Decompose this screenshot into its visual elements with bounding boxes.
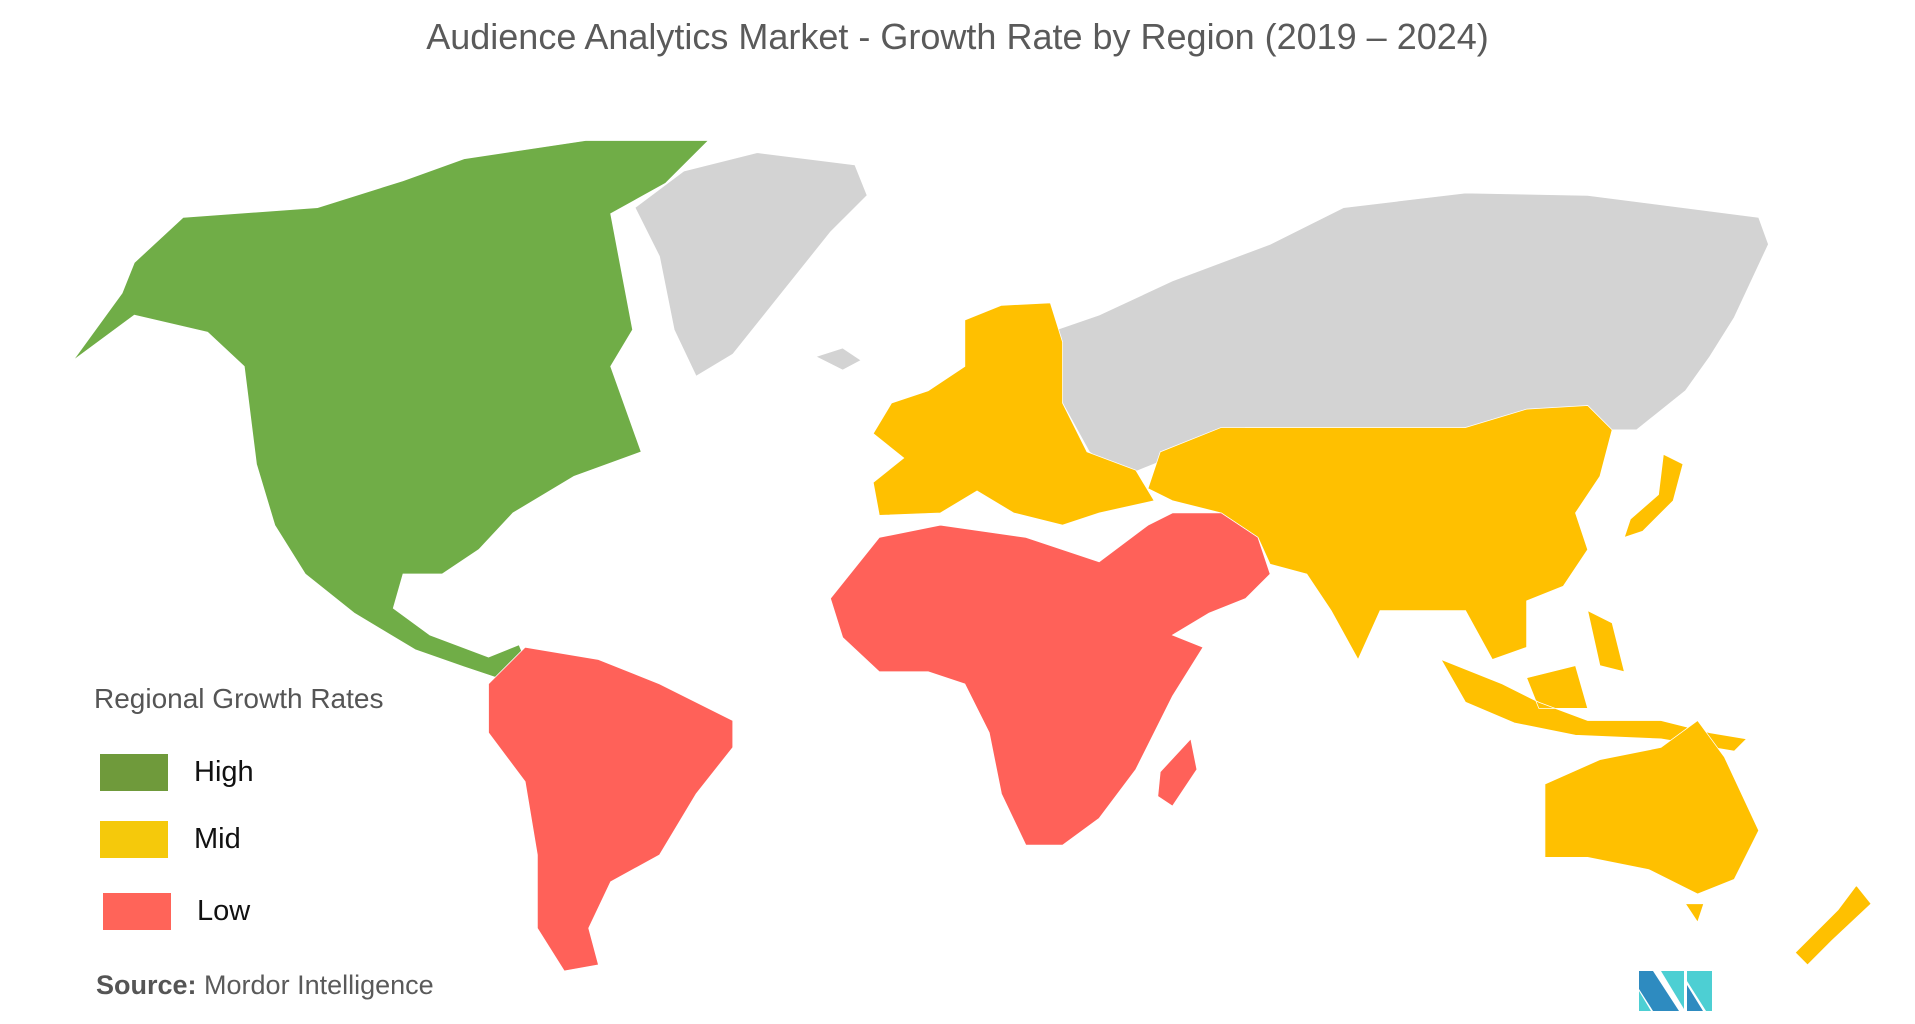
mordor-intelligence-logo: [1639, 971, 1712, 1011]
region-europe: [872, 302, 1155, 526]
region-south-america: [488, 646, 734, 972]
region-madagascar: [1157, 738, 1198, 807]
legend-swatch-low: [103, 893, 171, 930]
region-north-america: [72, 140, 710, 680]
region-australia: [1544, 720, 1760, 923]
legend-label-mid: Mid: [194, 823, 241, 855]
logo-shape-4: [1687, 971, 1712, 1011]
region-new-zealand: [1794, 884, 1872, 966]
source-label: Source:: [96, 970, 197, 1000]
logo-shape-2: [1639, 991, 1651, 1011]
source-text: Mordor Intelligence: [204, 970, 434, 1000]
map-title: Audience Analytics Market - Growth Rate …: [426, 16, 1489, 57]
legend-swatch-high: [100, 754, 168, 791]
source-note: Source: Mordor Intelligence: [96, 970, 434, 1001]
logo-shape-5: [1687, 985, 1703, 1011]
region-asia: [1147, 405, 1613, 661]
legend-item-mid: Mid: [100, 821, 241, 858]
legend-label-low: Low: [197, 895, 251, 927]
legend-item-low: Low: [103, 893, 250, 930]
region-iceland: [814, 347, 862, 371]
legend-item-high: High: [100, 754, 254, 791]
region-greenland: [634, 152, 868, 377]
legend-title: Regional Growth Rates: [94, 683, 384, 714]
region-japan: [1623, 453, 1684, 538]
region-southeast-asia-islands: [1440, 609, 1748, 752]
logo-shape-3: [1661, 971, 1684, 1009]
legend-label-high: High: [194, 756, 254, 788]
region-africa-middle-east: [830, 512, 1271, 846]
logo-shape-1: [1639, 971, 1679, 1011]
legend-swatch-mid: [100, 821, 168, 858]
